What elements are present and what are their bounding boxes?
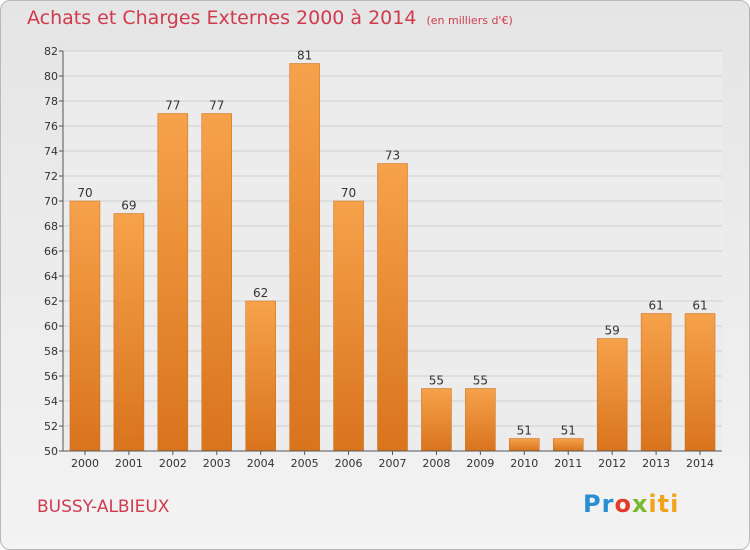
bar-2010 xyxy=(509,438,540,452)
bars xyxy=(69,63,716,452)
commune-name: BUSSY-ALBIEUX xyxy=(37,497,170,517)
x-axis: 2000 2001 2002 2003 2004 2005 2006 2007 2008 2009… xyxy=(63,450,722,470)
data-label-2007: 73 xyxy=(385,149,400,163)
data-label-2011: 51 xyxy=(561,424,576,438)
y-tick-label: 78 xyxy=(44,95,58,108)
y-tick-label: 72 xyxy=(44,170,58,183)
data-label-2004: 62 xyxy=(253,286,268,300)
y-tick-label: 82 xyxy=(44,45,58,58)
x-tick-label-2009: 2009 xyxy=(466,457,494,470)
y-tick-label: 68 xyxy=(44,220,58,233)
data-label-2006: 70 xyxy=(341,186,356,200)
chart-subtitle: (en milliers d'€) xyxy=(426,14,513,27)
x-tick-label-2002: 2002 xyxy=(159,457,187,470)
y-tick-label: 60 xyxy=(44,320,58,333)
y-tick-label: 56 xyxy=(44,370,58,383)
data-label-2005: 81 xyxy=(297,49,312,63)
y-tick-label: 76 xyxy=(44,120,58,133)
data-label-2014: 61 xyxy=(692,299,707,313)
bar-2000 xyxy=(69,200,101,452)
x-tick-label-2007: 2007 xyxy=(379,457,407,470)
y-tick-label: 66 xyxy=(44,245,58,258)
y-tick-label: 62 xyxy=(44,295,58,308)
data-label-2010: 51 xyxy=(517,424,532,438)
y-axis: 50 52 54 56 58 60 62 64 66 68 70 72 74 76 78 80 82 xyxy=(44,45,64,458)
bar-2009 xyxy=(465,388,496,452)
data-label-2002: 77 xyxy=(165,99,180,113)
x-tick-label-2014: 2014 xyxy=(686,457,714,470)
bar-2006 xyxy=(333,200,364,452)
data-label-2012: 59 xyxy=(605,324,620,338)
y-tick-label: 80 xyxy=(44,70,58,83)
x-tick-label-2005: 2005 xyxy=(291,457,319,470)
data-label-2003: 77 xyxy=(209,99,224,113)
x-tick-label-2008: 2008 xyxy=(422,457,450,470)
bar-2002 xyxy=(157,113,189,452)
bar-2001 xyxy=(113,213,145,452)
x-tick-label-2013: 2013 xyxy=(642,457,670,470)
x-tick-label-2004: 2004 xyxy=(247,457,275,470)
bar-2005 xyxy=(289,63,320,452)
data-label-2013: 61 xyxy=(648,299,663,313)
y-tick-label: 52 xyxy=(44,420,58,433)
x-tick-label-2011: 2011 xyxy=(554,457,582,470)
y-tick-label: 50 xyxy=(44,445,58,458)
data-labels: 70 69 77 77 62 81 70 73 55 55 51 51 59 61 61 xyxy=(77,49,707,438)
chart-title: Achats et Charges Externes 2000 à 2014 (e… xyxy=(27,7,513,29)
bar-2008 xyxy=(421,388,452,452)
bar-2012 xyxy=(596,338,628,452)
y-tick-label: 70 xyxy=(44,195,58,208)
bar-2011 xyxy=(552,438,584,452)
bar-2003 xyxy=(201,113,233,452)
x-tick-label-2010: 2010 xyxy=(510,457,538,470)
proxiti-logo: Proxiti xyxy=(583,490,680,518)
bar-2014 xyxy=(684,313,716,452)
y-tick-label: 74 xyxy=(44,145,58,158)
y-tick-label: 58 xyxy=(44,345,58,358)
data-label-2000: 70 xyxy=(77,186,92,200)
x-tick-label-2003: 2003 xyxy=(203,457,231,470)
bar-2013 xyxy=(640,313,672,452)
bar-2007 xyxy=(377,163,408,452)
data-label-2008: 55 xyxy=(429,374,444,388)
bar-2004 xyxy=(245,300,276,452)
x-tick-label-2000: 2000 xyxy=(71,457,99,470)
y-tick-label: 54 xyxy=(44,395,58,408)
data-label-2001: 69 xyxy=(121,199,136,213)
chart-title-text: Achats et Charges Externes 2000 à 2014 xyxy=(27,7,417,29)
data-label-2009: 55 xyxy=(473,374,488,388)
y-tick-label: 64 xyxy=(44,270,58,283)
x-tick-label-2001: 2001 xyxy=(115,457,143,470)
x-tick-label-2006: 2006 xyxy=(335,457,363,470)
x-tick-label-2012: 2012 xyxy=(598,457,626,470)
